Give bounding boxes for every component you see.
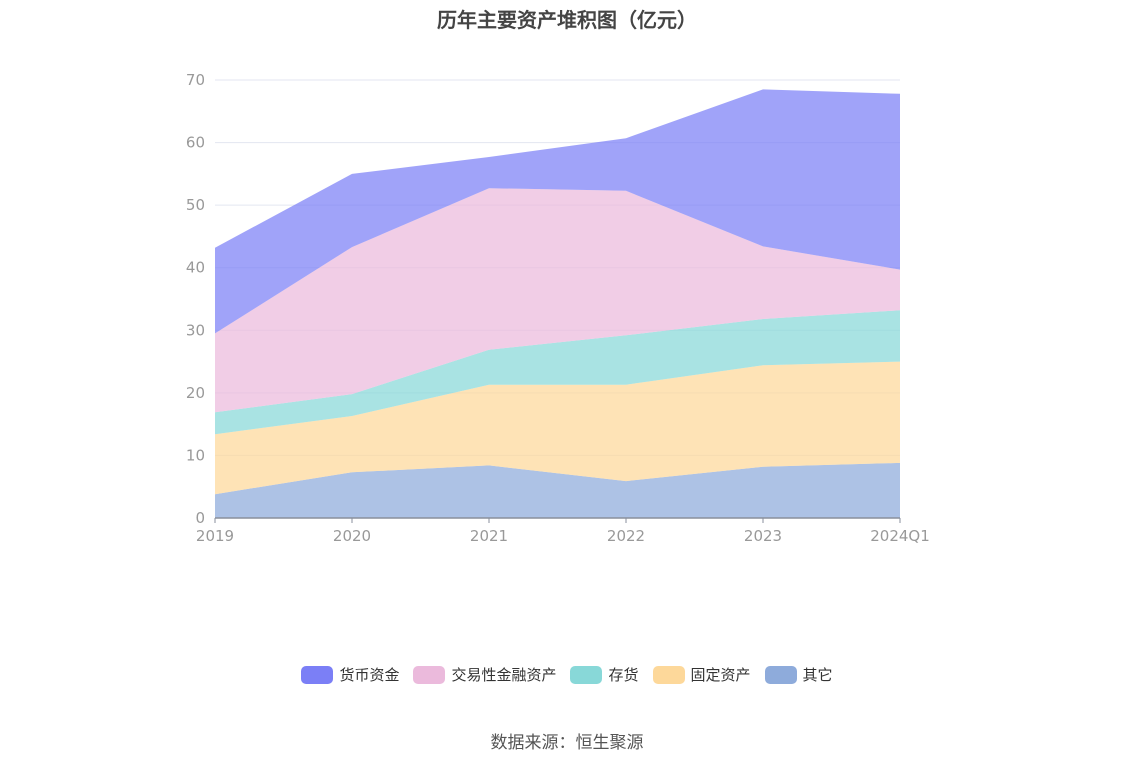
y-tick-label: 0	[195, 509, 205, 527]
chart-title: 历年主要资产堆积图（亿元）	[437, 8, 697, 32]
x-tick-label: 2021	[470, 527, 508, 545]
area-series-其它	[215, 462, 900, 518]
legend-label: 固定资产	[690, 666, 751, 684]
y-tick-label: 70	[186, 71, 205, 89]
x-tick-label: 2019	[196, 527, 234, 545]
legend-item[interactable]: 其它	[764, 664, 833, 685]
legend-label: 交易性金融资产	[451, 666, 557, 684]
legend-swatch	[652, 665, 685, 684]
data-source-note: 数据来源：恒生聚源	[490, 733, 644, 753]
legend-item[interactable]: 固定资产	[652, 664, 751, 685]
x-tick-label: 2024Q1	[870, 527, 930, 545]
y-tick-label: 10	[186, 446, 205, 464]
x-tick-label: 2020	[333, 527, 371, 545]
legend-label: 存货	[608, 666, 639, 684]
legend-swatch	[764, 665, 797, 684]
x-tick-label: 2022	[607, 527, 645, 545]
legend-item[interactable]: 货币资金	[301, 664, 399, 685]
area-series-存货	[215, 310, 900, 435]
legend-label: 货币资金	[339, 666, 400, 684]
area-series-交易性金融资产	[215, 188, 900, 413]
y-tick-label: 40	[186, 259, 205, 277]
y-tick-label: 50	[186, 196, 205, 214]
legend-item[interactable]: 交易性金融资产	[413, 664, 556, 685]
legend-swatch	[570, 665, 603, 684]
legend-item[interactable]: 存货	[570, 664, 639, 685]
legend-swatch	[413, 665, 446, 684]
chart-legend: 货币资金 交易性金融资产 存货 固定资产 其它	[0, 664, 1134, 685]
x-tick-label: 2023	[744, 527, 782, 545]
y-tick-label: 30	[186, 321, 205, 339]
area-series-固定资产	[215, 361, 900, 495]
y-tick-label: 60	[186, 134, 205, 152]
chart-plot: 0 10 20 30 40 50 60 70 2019 2020 2021 2022 2023 2024Q…	[186, 71, 930, 545]
legend-label: 其它	[802, 666, 833, 684]
area-series-货币资金	[215, 89, 900, 334]
y-tick-label: 20	[186, 384, 205, 402]
legend-swatch	[301, 665, 334, 684]
